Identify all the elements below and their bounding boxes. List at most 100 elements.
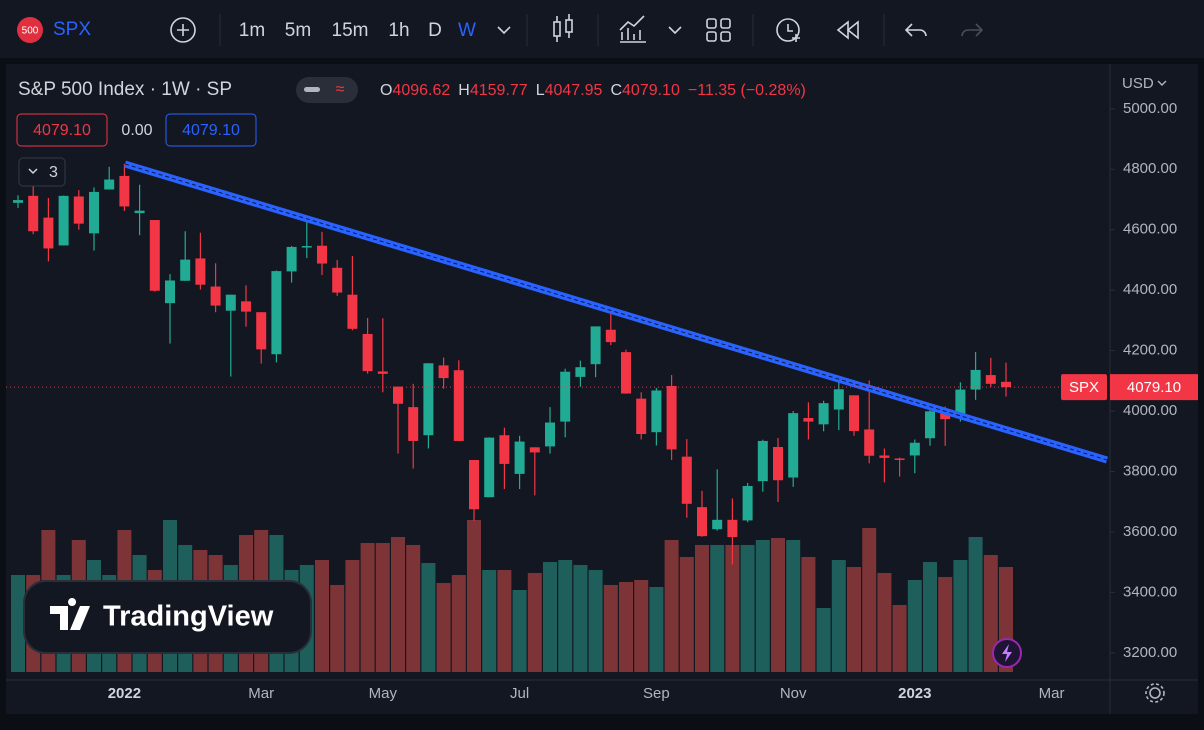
candle-body — [180, 259, 191, 281]
chart-type-icon[interactable] — [553, 14, 573, 42]
intervals: 1m 5m 15m 1h D W — [239, 20, 476, 41]
x-tick-label: 2022 — [108, 685, 141, 702]
candle-body — [514, 441, 525, 474]
candle-body — [849, 395, 859, 431]
plus-icon — [177, 24, 189, 36]
bid-box[interactable] — [16, 113, 108, 147]
candle-body — [529, 447, 540, 453]
volume-bar — [315, 560, 329, 672]
candle-body — [621, 352, 631, 394]
candle-body — [43, 217, 54, 249]
indicators-icon[interactable] — [619, 15, 646, 43]
time-axis: 2022 Mar May Jul Sep Nov 2023 Mar — [108, 685, 1065, 702]
volume-bar — [360, 543, 375, 672]
candle-body — [149, 220, 160, 291]
branding[interactable] — [23, 580, 312, 654]
interval-menu[interactable] — [497, 26, 511, 35]
c-key: C — [610, 82, 622, 99]
y-tick-label: 4200.00 — [1123, 342, 1177, 359]
candle-body — [58, 195, 69, 246]
settings[interactable] — [1145, 683, 1165, 703]
status-dot — [304, 87, 320, 92]
ask: 4079.10 — [182, 122, 240, 139]
volume-bar — [923, 562, 937, 672]
volume-bar — [345, 560, 360, 672]
volume-bar — [983, 555, 998, 672]
volume-bar — [558, 560, 573, 672]
interval[interactable]: 1h — [388, 20, 409, 41]
candle-body — [408, 407, 419, 441]
alert-icon[interactable] — [776, 18, 800, 42]
status-pill[interactable] — [296, 77, 358, 103]
volume-bar — [801, 557, 816, 672]
volume-bar — [862, 528, 877, 672]
indicators-menu[interactable] — [668, 26, 682, 35]
indicators-toggle[interactable] — [18, 157, 66, 187]
candle-body — [605, 329, 616, 343]
candle-body — [241, 301, 251, 312]
candle-body — [590, 326, 601, 365]
candle-body — [894, 458, 905, 460]
volume-bar — [816, 608, 831, 672]
candle-body — [377, 371, 388, 374]
volume-bar — [664, 540, 679, 672]
candle-body — [453, 370, 464, 441]
symbol[interactable]: SPX — [53, 19, 91, 40]
volume-bar — [482, 570, 497, 672]
volume-bar — [968, 537, 983, 672]
candle-body — [636, 398, 647, 434]
last-symbol: SPX — [1069, 379, 1099, 396]
interval[interactable]: 15m — [332, 20, 369, 41]
interval[interactable]: D — [428, 20, 442, 41]
candle-body — [271, 271, 282, 355]
volume-bar — [755, 540, 770, 672]
currency[interactable]: USD — [1122, 75, 1154, 92]
symbol-badge[interactable] — [17, 17, 43, 43]
interval[interactable]: 1m — [239, 20, 265, 41]
volume-bar — [603, 585, 618, 672]
candle-body — [697, 507, 707, 537]
replay-icon[interactable] — [836, 20, 859, 40]
layout-icon[interactable] — [706, 18, 731, 42]
volume-bar — [649, 587, 664, 672]
add-symbol[interactable] — [170, 17, 196, 43]
ask-box[interactable] — [165, 113, 257, 147]
candle-body — [134, 210, 145, 214]
redo[interactable] — [961, 23, 984, 37]
candle-body — [925, 411, 935, 439]
candle-body — [484, 437, 495, 498]
status-wave: ≈ — [336, 81, 345, 98]
candle-body — [651, 390, 662, 433]
candle-body — [803, 417, 814, 422]
candle-body — [256, 312, 267, 350]
candle-body — [985, 375, 996, 384]
interval[interactable]: 5m — [285, 20, 311, 41]
candle-body — [681, 456, 692, 504]
last-symbol-box — [1061, 374, 1107, 401]
interval[interactable]: W — [458, 20, 476, 41]
candle-body — [104, 179, 115, 190]
candle-body — [469, 459, 479, 510]
currency-menu — [1157, 80, 1167, 86]
candle-body — [788, 413, 799, 478]
candle-body — [89, 191, 99, 234]
volume-bar — [451, 575, 466, 672]
candle-body — [347, 294, 358, 329]
y-tick-label: 3600.00 — [1123, 523, 1177, 540]
y-tick-label: 4000.00 — [1123, 402, 1177, 419]
candle-body — [13, 200, 23, 203]
volume-bar — [497, 570, 512, 672]
candle-body — [438, 365, 449, 379]
candle-body — [742, 485, 753, 521]
candle-body — [28, 195, 39, 232]
branding-text: TradingView — [103, 601, 274, 633]
volume-bar — [710, 545, 725, 672]
indicators-count: 3 — [49, 164, 58, 181]
undo[interactable] — [904, 23, 927, 37]
trendline-center — [124, 163, 1108, 461]
x-tick-label: Nov — [780, 685, 807, 702]
candle-body — [879, 455, 890, 458]
volume-bar — [786, 540, 801, 672]
candle-body — [1001, 381, 1011, 388]
x-tick-label: Mar — [1039, 685, 1065, 702]
